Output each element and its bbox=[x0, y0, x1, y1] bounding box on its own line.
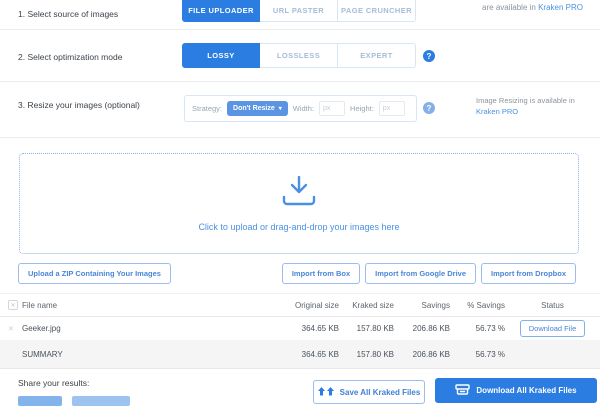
remove-all-icon[interactable]: ✕ bbox=[8, 300, 18, 310]
divider-3 bbox=[0, 137, 600, 138]
import-google-drive-button[interactable]: Import from Google Drive bbox=[365, 263, 476, 284]
tab-file-uploader-label: FILE UPLOADER bbox=[188, 5, 254, 15]
import-dropbox-label: Import from Dropbox bbox=[491, 269, 566, 278]
header-savings: Savings bbox=[421, 300, 450, 310]
tab-file-uploader[interactable]: FILE UPLOADER bbox=[182, 0, 260, 22]
upload-zip-label: Upload a ZIP Containing Your Images bbox=[28, 269, 161, 278]
step3-label: 3. Resize your images (optional) bbox=[18, 100, 140, 110]
header-file-name: File name bbox=[22, 300, 58, 310]
import-google-drive-label: Import from Google Drive bbox=[375, 269, 466, 278]
row-pct-savings: 56.73 % bbox=[475, 324, 505, 333]
save-all-button[interactable]: Save All Kraked Files bbox=[313, 380, 425, 404]
tab-page-cruncher-label: PAGE CRUNCHER bbox=[341, 5, 412, 15]
height-label: Height: bbox=[350, 104, 374, 113]
tab-page-cruncher[interactable]: PAGE CRUNCHER bbox=[338, 0, 416, 22]
summary-kraked-size: 157.80 KB bbox=[356, 350, 394, 359]
save-all-label: Save All Kraked Files bbox=[339, 387, 421, 397]
resize-strategy-dropdown[interactable]: Don't Resize ▾ bbox=[227, 101, 288, 116]
tab-expert[interactable]: EXPERT bbox=[338, 43, 416, 68]
tab-expert-label: EXPERT bbox=[360, 51, 393, 60]
dropzone-label: Click to upload or drag-and-drop your im… bbox=[198, 221, 400, 232]
strategy-label: Strategy: bbox=[192, 104, 223, 113]
header-status: Status bbox=[541, 300, 564, 310]
pro-note-top: are available in Kraken PRO bbox=[482, 3, 583, 12]
download-all-label: Download All Kraked Files bbox=[476, 386, 577, 395]
header-pct-savings: % Savings bbox=[467, 300, 505, 310]
share-button-1[interactable] bbox=[18, 396, 62, 406]
tab-lossy-label: LOSSY bbox=[207, 51, 235, 60]
header-original-size: Original size bbox=[294, 300, 339, 310]
height-input[interactable] bbox=[378, 101, 405, 116]
results-table: ✕ File name Original size Kraked size Sa… bbox=[0, 293, 600, 369]
remove-row-icon[interactable]: ✕ bbox=[8, 326, 14, 333]
resize-strategy-value: Don't Resize bbox=[233, 105, 275, 112]
summary-original-size: 364.65 KB bbox=[301, 350, 339, 359]
pro-note-top-text: are available in bbox=[482, 3, 536, 12]
mode-help-icon[interactable]: ? bbox=[423, 50, 435, 62]
upload-dropzone[interactable]: Click to upload or drag-and-drop your im… bbox=[19, 153, 579, 254]
mode-tab-group: LOSSY LOSSLESS EXPERT bbox=[182, 43, 416, 68]
source-tab-group: FILE UPLOADER URL PASTER PAGE CRUNCHER bbox=[182, 0, 416, 22]
upload-arrow-icon bbox=[281, 175, 317, 211]
tab-lossless[interactable]: LOSSLESS bbox=[260, 43, 338, 68]
resize-pro-note-text: Image Resizing is available in bbox=[476, 96, 575, 105]
resize-options-box: Strategy: Don't Resize ▾ Width: Height: bbox=[184, 95, 417, 122]
archive-box-icon bbox=[455, 384, 471, 397]
header-kraked-size: Kraked size bbox=[352, 300, 394, 310]
summary-pct-savings: 56.73 % bbox=[475, 350, 505, 359]
row-savings: 206.86 KB bbox=[412, 324, 450, 333]
tab-lossy[interactable]: LOSSY bbox=[182, 43, 260, 68]
cloud-upload-icons bbox=[317, 386, 335, 398]
summary-savings: 206.86 KB bbox=[412, 350, 450, 359]
row-original-size: 364.65 KB bbox=[301, 324, 339, 333]
step1-label: 1. Select source of images bbox=[18, 9, 119, 19]
resize-help-icon[interactable]: ? bbox=[423, 102, 435, 114]
width-input[interactable] bbox=[319, 101, 346, 116]
import-dropbox-button[interactable]: Import from Dropbox bbox=[481, 263, 576, 284]
row-file-name: Geeker.jpg bbox=[22, 324, 61, 333]
width-label: Width: bbox=[292, 104, 315, 113]
share-button-2[interactable] bbox=[72, 396, 130, 406]
summary-row: SUMMARY 364.65 KB 157.80 KB 206.86 KB 56… bbox=[0, 341, 600, 369]
download-all-button[interactable]: Download All Kraked Files bbox=[435, 378, 597, 403]
chevron-down-icon: ▾ bbox=[278, 106, 282, 112]
kraken-pro-link-top[interactable]: Kraken PRO bbox=[538, 3, 583, 12]
divider-1 bbox=[0, 29, 600, 30]
share-results-label: Share your results: bbox=[18, 378, 90, 388]
step2-label: 2. Select optimization mode bbox=[18, 52, 123, 62]
resize-pro-note: Image Resizing is available in Kraken PR… bbox=[476, 95, 584, 117]
table-header-row: ✕ File name Original size Kraked size Sa… bbox=[0, 293, 600, 317]
download-file-button[interactable]: Download File bbox=[519, 320, 586, 337]
import-box-button[interactable]: Import from Box bbox=[281, 263, 361, 284]
tab-lossless-label: LOSSLESS bbox=[276, 51, 321, 60]
summary-label: SUMMARY bbox=[22, 350, 63, 359]
row-kraked-size: 157.80 KB bbox=[356, 324, 394, 333]
upload-zip-button[interactable]: Upload a ZIP Containing Your Images bbox=[18, 263, 171, 284]
tab-url-paster[interactable]: URL PASTER bbox=[260, 0, 338, 22]
tab-url-paster-label: URL PASTER bbox=[272, 5, 325, 15]
table-row: ✕ Geeker.jpg 364.65 KB 157.80 KB 206.86 … bbox=[0, 317, 600, 341]
import-box-label: Import from Box bbox=[291, 269, 351, 278]
kraken-pro-link-resize[interactable]: Kraken PRO bbox=[476, 107, 519, 116]
divider-2 bbox=[0, 81, 600, 82]
import-button-group: Import from Box Import from Google Drive… bbox=[281, 263, 576, 284]
